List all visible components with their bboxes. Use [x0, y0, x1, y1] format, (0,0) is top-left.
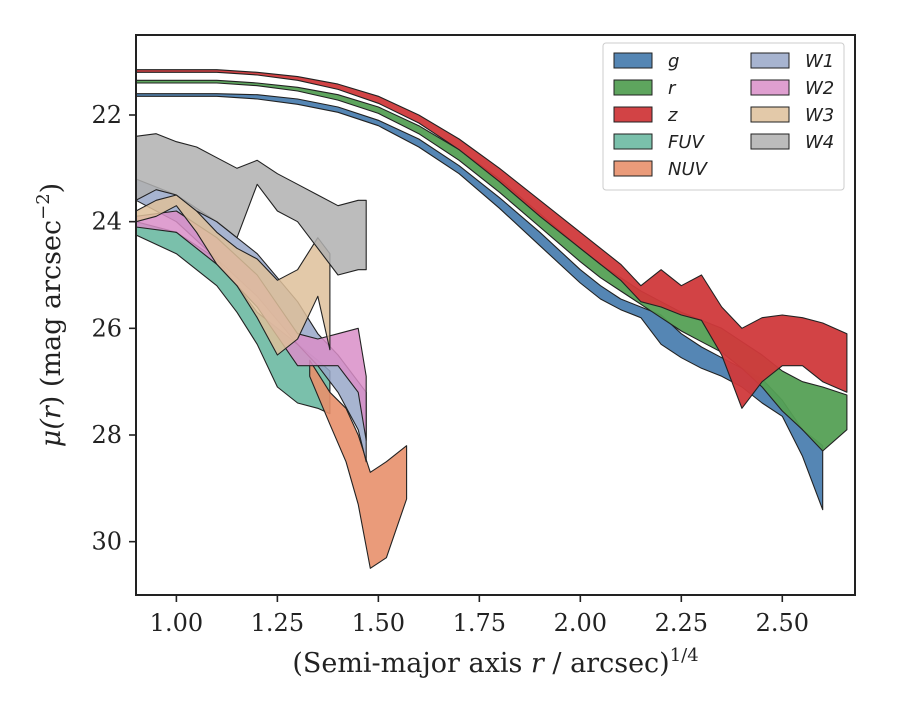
x-axis-label: (Semi-major axis r / arcsec)1/4	[292, 645, 698, 679]
legend-swatch-nuv	[613, 160, 653, 177]
x-tick-label: 1.25	[251, 609, 304, 637]
band-z	[136, 69, 848, 409]
bands-layer	[136, 69, 848, 569]
legend-label-nuv: NUV	[668, 159, 709, 180]
y-tick-label: 24	[91, 208, 122, 236]
legend-label-fuv: FUV	[668, 132, 706, 153]
legend-swatch-fuv	[613, 133, 653, 150]
band-w4	[136, 133, 367, 276]
legend-swatch-z	[613, 106, 653, 123]
legend-swatch-g	[613, 52, 653, 69]
x-tick-label: 2.00	[554, 609, 607, 637]
legend-label-g: g	[668, 51, 679, 72]
band-w3	[136, 194, 331, 356]
legend-label-w4: W4	[805, 132, 834, 153]
legend-label-w1: W1	[805, 51, 834, 72]
legend-swatch-w4	[750, 133, 790, 150]
legend-label-w2: W2	[805, 78, 834, 99]
y-tick-label: 26	[91, 314, 122, 342]
band-g	[136, 93, 824, 511]
y-tick-label: 30	[91, 528, 122, 556]
legend-swatch-w3	[750, 106, 790, 123]
y-tick-label: 22	[91, 101, 122, 129]
ticks-layer: 1.00 1.25 1.50 1.75 2.00 2.25 2.50 22 24 26 28 30	[91, 101, 809, 637]
y-tick-label: 28	[91, 421, 122, 449]
axes-frame	[135, 34, 856, 596]
x-tick-label: 1.50	[352, 609, 405, 637]
x-tick-label: 2.50	[756, 609, 809, 637]
legend-label-z: z	[667, 105, 678, 126]
legend-swatch-w1	[750, 52, 790, 69]
legend-swatch-w2	[750, 79, 790, 96]
y-axis-label: μ(r) (mag arcsec−2)	[33, 183, 67, 447]
x-tick-label: 1.75	[453, 609, 506, 637]
x-tick-label: 1.00	[150, 609, 203, 637]
legend-swatch-r	[613, 79, 653, 96]
legend: grz FUV NUV W1 W2 W3 W4	[602, 42, 845, 191]
x-tick-label: 2.25	[655, 609, 708, 637]
band-nuv	[309, 359, 408, 569]
legend-label-w3: W3	[805, 105, 834, 126]
legend-label-r: r	[668, 78, 677, 99]
